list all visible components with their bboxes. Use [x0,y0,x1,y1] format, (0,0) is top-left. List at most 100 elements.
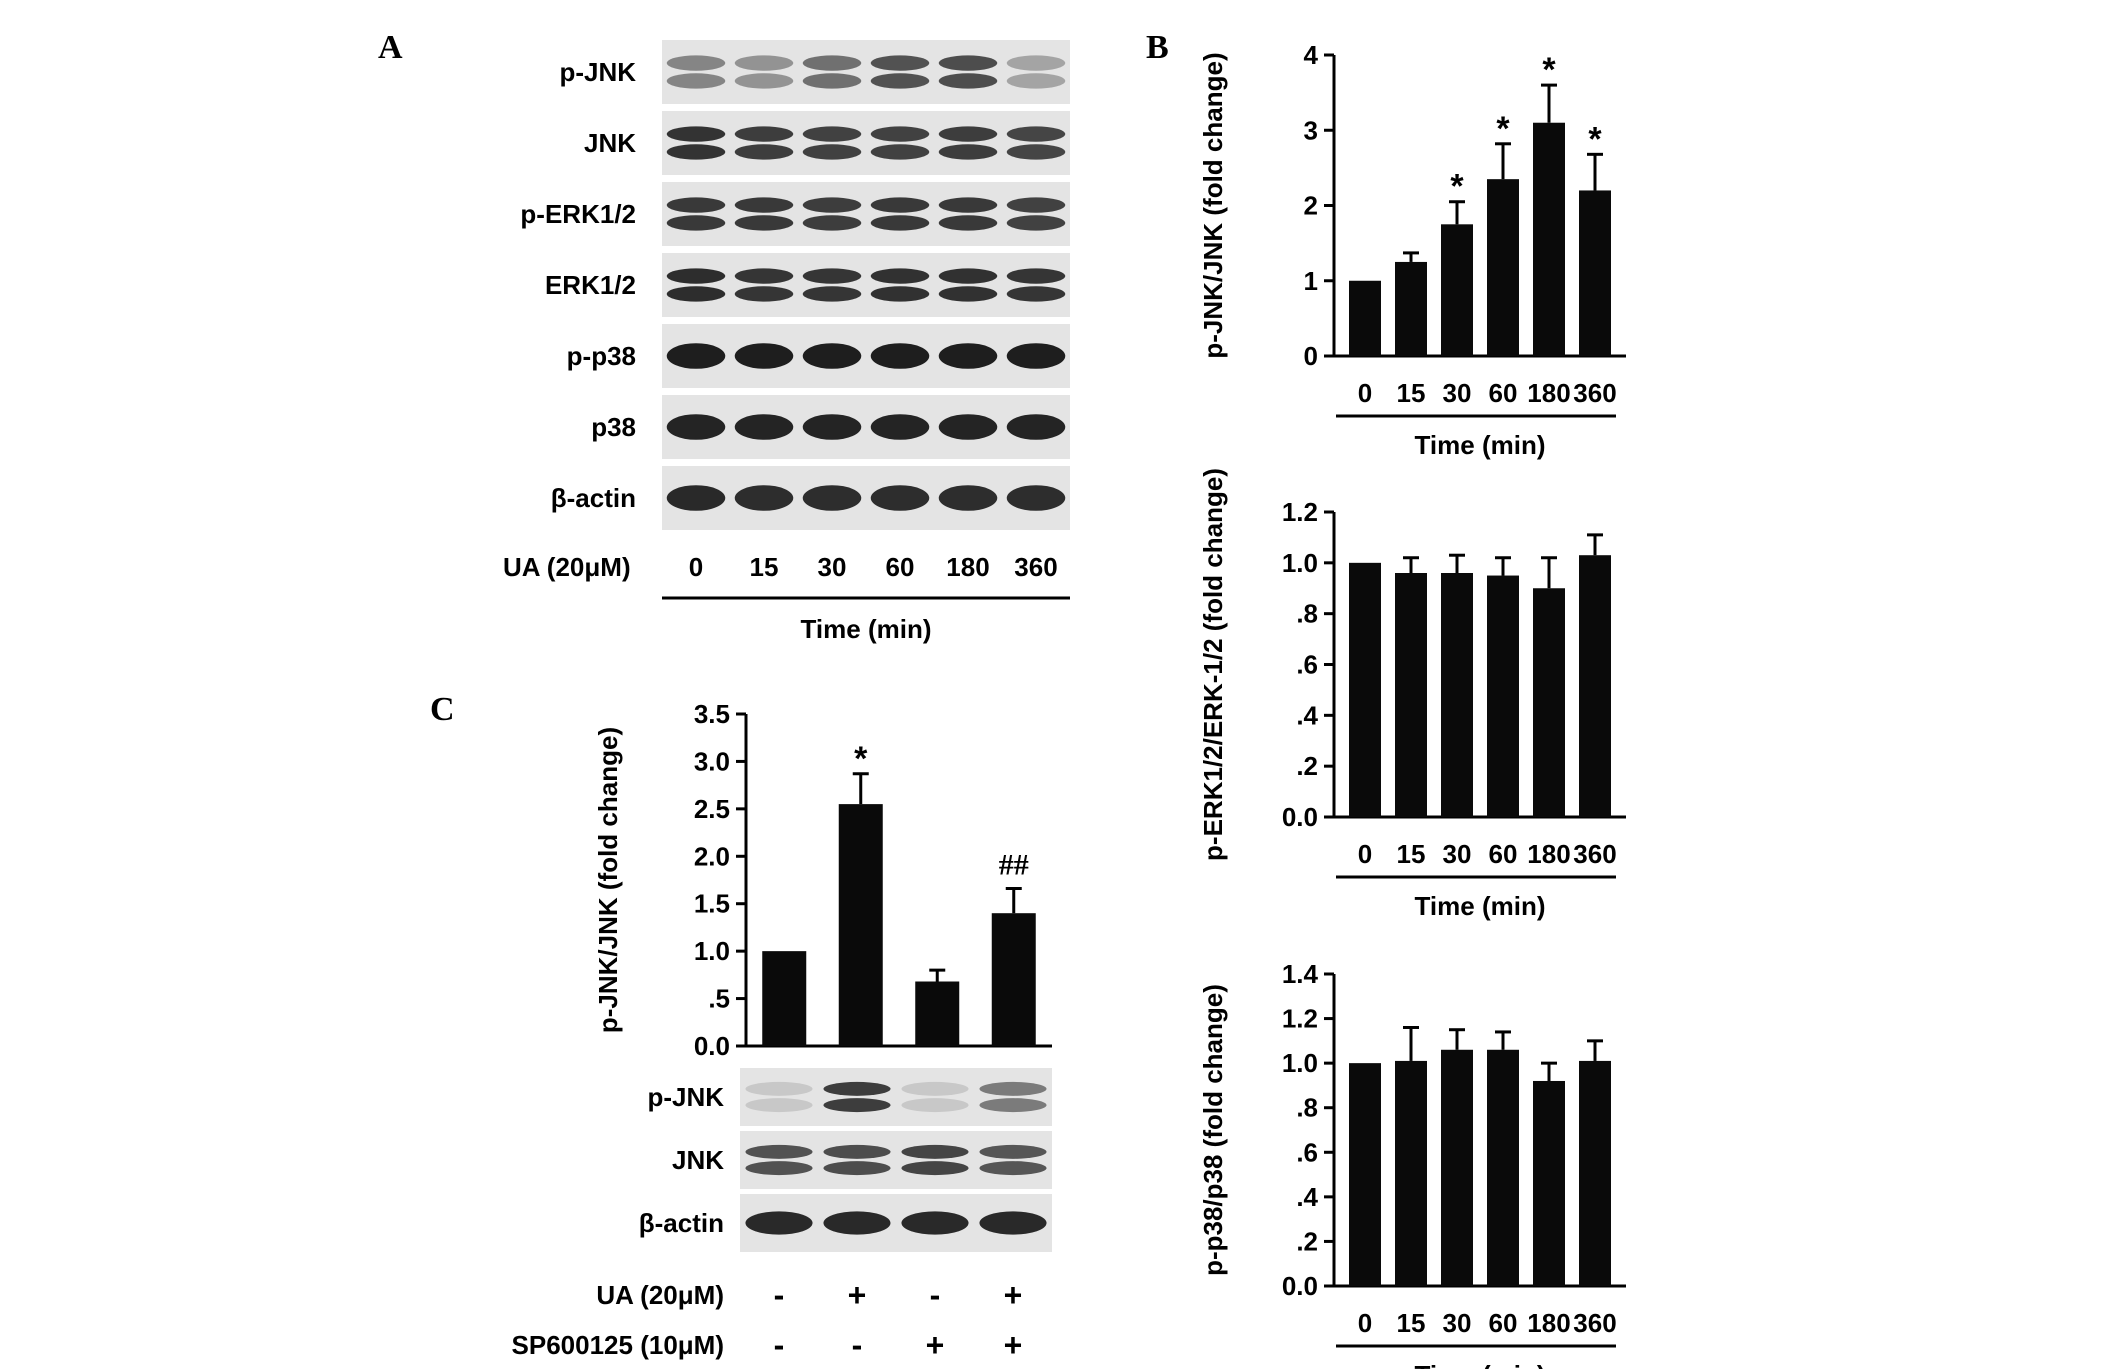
blot-band [979,1161,1047,1176]
blot-band [1006,268,1066,284]
bar-30 [1441,573,1473,817]
y-tick-label: 1.0 [1282,1048,1318,1078]
blot-strip-p-jnk [662,40,1070,104]
blot-band [823,1098,891,1113]
blot-band [802,73,862,89]
blot-band [938,286,998,302]
blot-strip-p-jnk [740,1068,1052,1126]
y-tick-label: .4 [1296,700,1318,730]
blot-strip-p-p38 [662,324,1070,388]
y-tick-label: 1.2 [1282,1004,1318,1034]
panel-a-time-label: 360 [1014,552,1057,582]
blot-band [734,144,794,160]
significance-mark: * [854,740,868,778]
y-tick-label: .6 [1296,650,1318,680]
blot-band [666,215,726,231]
significance-mark: * [1496,110,1510,148]
blot-band [823,1161,891,1176]
x-tick-label: 0 [1358,839,1372,869]
panel-a-time-label: 180 [946,552,989,582]
blot-band [870,286,930,302]
x-axis-label: Time (min) [1415,891,1546,921]
blot-strip-actin [662,466,1070,530]
y-tick-label: 1.5 [694,889,730,919]
blot-row-label-p-jnk: p-JNK [559,57,636,87]
blot-band [938,126,998,142]
y-tick-label: .6 [1296,1137,1318,1167]
blot-band [938,268,998,284]
blot-band [745,1144,813,1159]
blot-band [802,55,862,71]
blot-band [870,414,930,440]
blot-band [938,55,998,71]
x-tick-label: 30 [1443,378,1472,408]
y-tick-label: .4 [1296,1182,1318,1212]
x-tick-label: 60 [1489,1308,1518,1338]
condition-mark: + [848,1277,867,1313]
blot-row-label-p-erk1-2: p-ERK1/2 [520,199,636,229]
bar-0 [1349,280,1381,356]
blot-strip-p-erk1-2 [662,182,1070,246]
y-tick-label: 1.0 [1282,548,1318,578]
y-tick-label: .2 [1296,751,1318,781]
panel-a-treatment-label: UA (20μM) [503,552,631,582]
bar-0 [1349,1063,1381,1286]
blot-band [734,126,794,142]
blot-band [666,268,726,284]
blot-band [734,414,794,440]
blot-band [870,197,930,213]
blot-band [802,485,862,511]
blot-band [666,73,726,89]
bar-60 [1487,179,1519,356]
blot-band [802,197,862,213]
y-tick-label: 1.4 [1282,959,1319,989]
blot-band [1006,343,1066,369]
blot-band [823,1081,891,1096]
y-tick-label: 3.5 [694,699,730,729]
x-tick-label: 0 [1358,1308,1372,1338]
blot-strip-p38 [662,395,1070,459]
condition-mark: - [930,1277,941,1313]
y-axis-label: p-p38/p38 (fold change) [1198,984,1228,1276]
blot-band [1006,73,1066,89]
panel-a-time-label: 15 [750,552,779,582]
significance-mark: ## [999,849,1029,882]
blot-band [1006,286,1066,302]
bar-15 [1395,1060,1427,1286]
bar-360 [1579,1060,1611,1286]
blot-row-label-erk1-2: ERK1/2 [545,270,636,300]
blot-band [802,414,862,440]
panel-c-letter: C [430,691,455,728]
bar-60 [1487,575,1519,817]
panel-a-time-label: 60 [886,552,915,582]
blot-band [802,343,862,369]
y-tick-label: 2.0 [694,841,730,871]
y-tick-label: 1 [1304,266,1318,296]
y-axis-label: p-JNK/JNK (fold change) [593,727,623,1033]
bar-180 [1533,122,1565,356]
y-tick-label: .8 [1296,599,1318,629]
blot-band [802,286,862,302]
x-tick-label: 60 [1489,378,1518,408]
blot-band [938,197,998,213]
blot-band [802,268,862,284]
panel-c-conditions: UA (20μM) - + - + SP600125 (10μM) - - + + [512,1277,1023,1363]
blot-band [666,126,726,142]
panel-a-xlabel: Time (min) [801,614,932,644]
blot-band [870,144,930,160]
bar-360 [1579,555,1611,817]
x-tick-label: 360 [1573,839,1616,869]
blot-band [666,343,726,369]
blot-band [734,73,794,89]
bar-x [991,913,1036,1046]
y-tick-label: 4 [1304,40,1319,70]
bar-15 [1395,261,1427,356]
blot-row-label-jnk: JNK [672,1145,724,1175]
chart-perk-erk-time: 0.0 .2 .4 .6 .8 1.0 1.2 p-ERK1/2/ERK-1/2 (fold … [1198,468,1626,921]
chart-pp38-p38-time: 0.0 .2 .4 .6 .8 1.0 1.2 1.4 p-p38/p38 (fold chan… [1198,959,1626,1369]
blot-band [1006,144,1066,160]
blot-band [938,215,998,231]
condition-mark: - [774,1277,785,1313]
blot-band [938,73,998,89]
y-tick-label: 2 [1304,191,1318,221]
